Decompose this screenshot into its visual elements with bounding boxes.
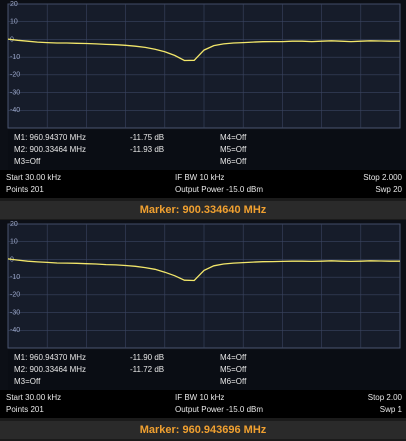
marker-readout: Marker: 960.943696 MHz <box>140 424 267 436</box>
y-tick-label: 20 <box>10 221 18 228</box>
y-tick-label: -40 <box>10 107 20 114</box>
status-text: Start 30.00 kHz <box>6 173 61 182</box>
y-tick-label: 10 <box>10 239 18 246</box>
status-text: Points 201 <box>6 185 44 194</box>
status-text: Points 201 <box>6 405 44 414</box>
marker-readout: Marker: 900.334640 MHz <box>140 204 267 216</box>
marker-text: M2: 900.33464 MHz <box>14 145 86 154</box>
marker-text: -11.75 dB <box>130 133 164 142</box>
y-tick-label: -30 <box>10 309 20 316</box>
marker-text: M1: 960.94370 MHz <box>14 353 86 362</box>
status-text: Swp 1 <box>380 405 403 414</box>
status-text: Stop 2.000 <box>363 173 402 182</box>
marker-text: M6=Off <box>220 377 247 386</box>
page: 20100-10-20-30-40M1: 960.94370 MHz-11.75… <box>0 0 406 441</box>
status-text: Output Power -15.0 dBm <box>175 405 263 414</box>
marker-text: -11.93 dB <box>130 145 164 154</box>
marker-text: M3=Off <box>14 377 41 386</box>
marker-text: M5=Off <box>220 145 247 154</box>
screen: 20100-10-20-30-40M1: 960.94370 MHz-11.75… <box>0 0 406 441</box>
y-tick-label: -30 <box>10 89 20 96</box>
status-text: Swp 20 <box>375 185 402 194</box>
status-text: IF BW 10 kHz <box>175 173 224 182</box>
status-text: Output Power -15.0 dBm <box>175 185 263 194</box>
marker-text: M2: 900.33464 MHz <box>14 365 86 374</box>
y-tick-label: 20 <box>10 1 18 8</box>
status-text: Stop 2.00 <box>368 393 403 402</box>
marker-text: M4=Off <box>220 133 247 142</box>
marker-text: -11.72 dB <box>130 365 164 374</box>
marker-text: M3=Off <box>14 157 41 166</box>
marker-text: -11.90 dB <box>130 353 164 362</box>
marker-text: M4=Off <box>220 353 247 362</box>
status-text: IF BW 10 kHz <box>175 393 224 402</box>
marker-text: M1: 960.94370 MHz <box>14 133 86 142</box>
y-tick-label: -10 <box>10 274 20 281</box>
y-tick-label: -40 <box>10 327 20 334</box>
marker-text: M5=Off <box>220 365 247 374</box>
y-tick-label: -10 <box>10 54 20 61</box>
y-tick-label: -20 <box>10 292 20 299</box>
y-tick-label: 10 <box>10 19 18 26</box>
y-tick-label: -20 <box>10 72 20 79</box>
status-text: Start 30.00 kHz <box>6 393 61 402</box>
marker-text: M6=Off <box>220 157 247 166</box>
